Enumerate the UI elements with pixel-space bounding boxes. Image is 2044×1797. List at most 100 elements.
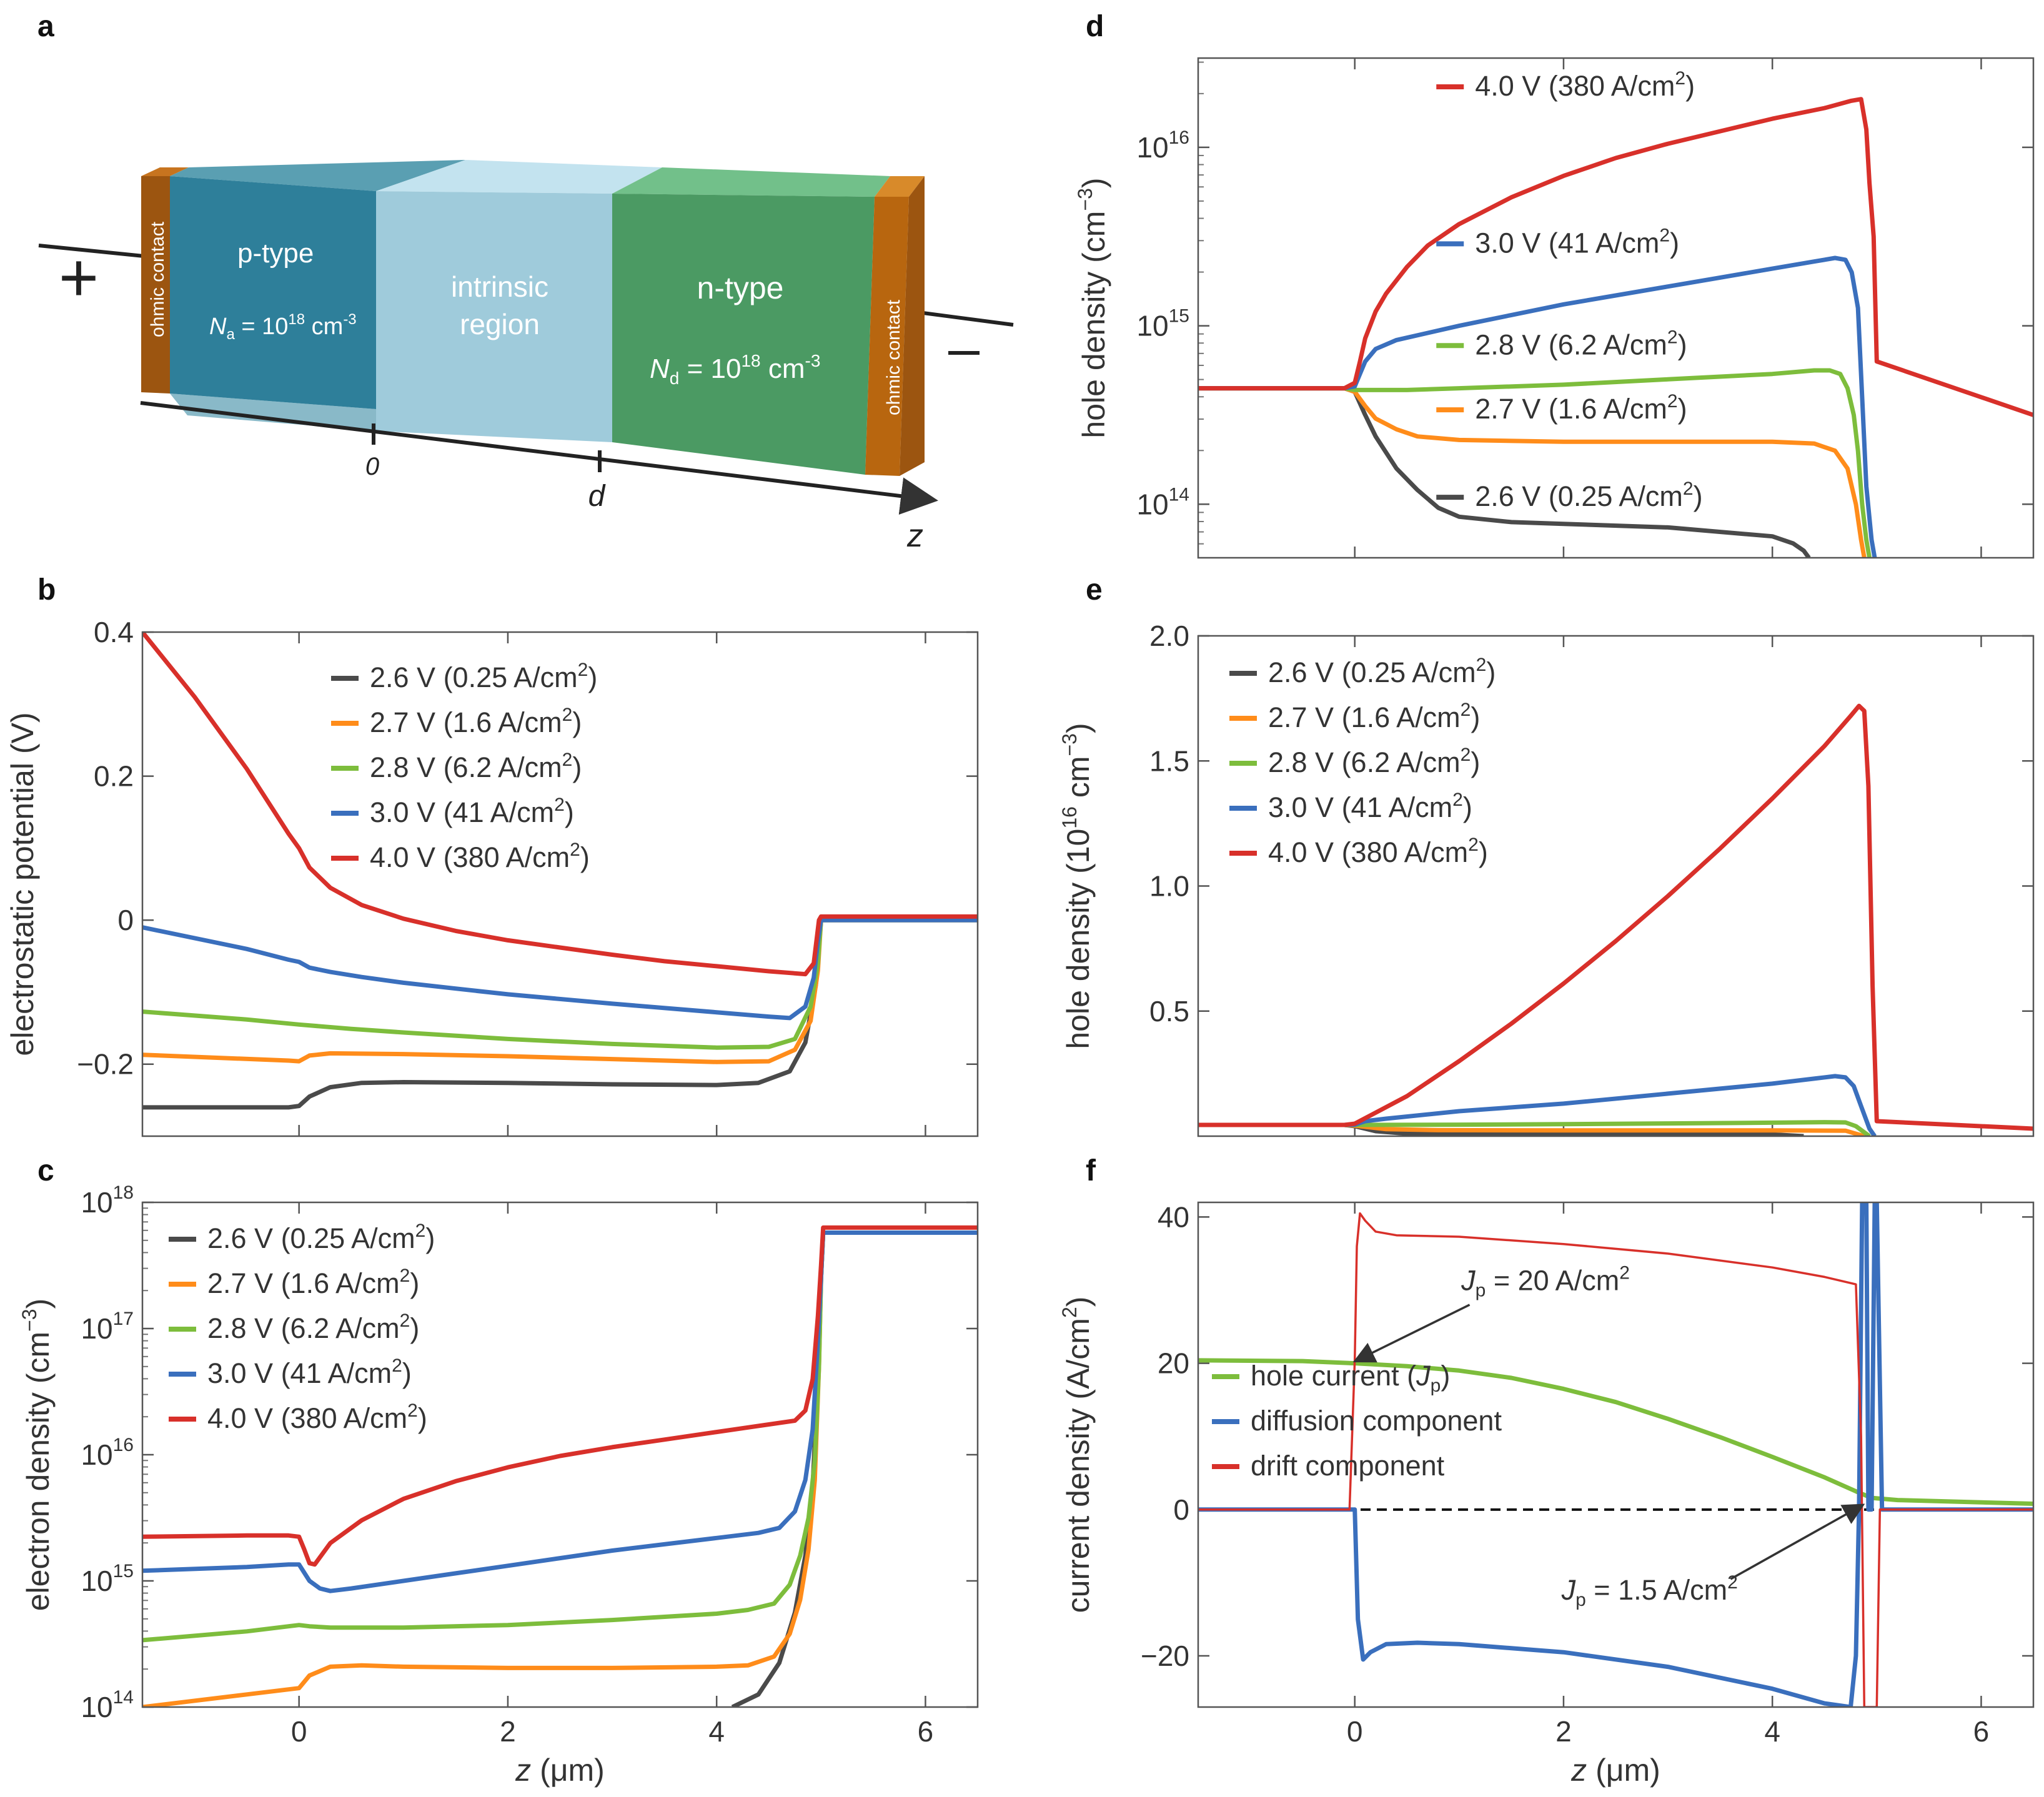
y-axis-label: hole density (cm−3): [1074, 177, 1111, 438]
legend-label-v28: 2.8 V (6.2 A/cm2): [207, 1310, 419, 1344]
y-tick-label: 0.4: [94, 616, 134, 648]
y-tick-label: 1018: [81, 1182, 134, 1219]
left-contact-top: [141, 167, 189, 176]
z-axis-arrow: [140, 401, 938, 515]
left-contact-label: ohmic contact: [147, 221, 168, 337]
legend-label-v28: 2.8 V (6.2 A/cm2): [370, 750, 582, 783]
p-region-top: [170, 160, 465, 191]
x-tick-label: 4: [1764, 1715, 1780, 1748]
n-doping-label: Nd = 1018 cm-3: [650, 351, 820, 388]
panel-f-current-density-chart: f −20 0 20 40 0 2 4 6 current density (A/cm2) z (μ…: [1058, 1154, 2035, 1788]
legend-label-v27: 2.7 V (1.6 A/cm2): [207, 1265, 419, 1299]
n-region-front: [612, 194, 875, 475]
right-contact-top: [875, 176, 925, 197]
y-tick-label: 1014: [1136, 484, 1189, 520]
series-line-v28: [1198, 368, 1872, 558]
legend-label-v30: 3.0 V (41 A/cm2): [370, 795, 574, 828]
series-line-v26: [1198, 386, 1811, 558]
y-tick-label: 0.2: [94, 760, 134, 793]
right-contact-side: [900, 176, 925, 476]
series-line-v30: [142, 918, 978, 1021]
p-doping-label: Na = 1018 cm-3: [209, 311, 357, 343]
plot-frame: [1197, 635, 2035, 1137]
i-region-front: [376, 191, 612, 442]
legend-label-v30: 3.0 V (41 A/cm2): [1268, 790, 1472, 823]
series-line-v40: [1198, 97, 2033, 417]
i-region-top: [376, 160, 662, 194]
z-tick-d-label: d: [588, 480, 606, 513]
annotation-arrow-1: [1352, 1304, 1471, 1363]
y-tick-label: −0.2: [77, 1048, 134, 1081]
panel-label-a: a: [37, 10, 54, 43]
y-tick-label: 1017: [81, 1309, 134, 1345]
intrinsic-label-2: region: [460, 308, 540, 340]
annotation-text-2: Jp = 1.5 A/cm2: [1561, 1572, 1738, 1610]
y-tick-label: 0: [1173, 1493, 1189, 1526]
inline-label-v28: 2.8 V (6.2 A/cm2): [1475, 327, 1687, 360]
series-line-v27: [1198, 386, 1867, 558]
intrinsic-label-1: intrinsic: [451, 270, 548, 303]
annotation-text-1: Jp = 20 A/cm2: [1461, 1263, 1630, 1301]
n-region-top: [612, 167, 890, 197]
series-line-v28: [142, 918, 978, 1050]
panel-d-hole-density-log-chart: d 1014 1015 1016 hole density (cm−3) 4.0 V (3…: [1074, 10, 2035, 559]
y-tick-label: 2.0: [1149, 620, 1189, 652]
y-tick-label: 1016: [1136, 127, 1189, 164]
x-axis-label: z (μm): [1570, 1753, 1660, 1788]
n-type-label: n-type: [697, 270, 784, 305]
plot-frame: [141, 631, 979, 1137]
panel-label-c: c: [37, 1154, 54, 1187]
series-line-v40: [142, 632, 978, 977]
left-wire: [38, 244, 144, 258]
series-line-diffusion: [1198, 1202, 2033, 1707]
x-axis-label: z (μm): [515, 1753, 605, 1788]
y-tick-label: 1.0: [1149, 870, 1189, 903]
legend-label-v40: 4.0 V (380 A/cm2): [370, 839, 590, 873]
series-line-v30: [1198, 1074, 1877, 1136]
series-line-drift: [1198, 1212, 2033, 1707]
legend-label-v26: 2.6 V (0.25 A/cm2): [370, 660, 597, 693]
legend-label-v40: 4.0 V (380 A/cm2): [1268, 834, 1488, 868]
x-tick-label: 6: [918, 1715, 934, 1748]
plot-frame: [141, 1201, 979, 1708]
inline-label-v27: 2.7 V (1.6 A/cm2): [1475, 391, 1687, 425]
plus-sign: +: [59, 239, 99, 316]
panel-a-device: a + – ohmic contact ohmic contact p-type…: [37, 10, 1014, 554]
y-axis-label: electrostatic potential (V): [5, 712, 40, 1056]
legend-label-v28: 2.8 V (6.2 A/cm2): [1268, 745, 1480, 778]
p-region-front: [170, 176, 376, 409]
y-tick-label: 1016: [81, 1435, 134, 1471]
legend-label-v40: 4.0 V (380 A/cm2): [207, 1400, 427, 1434]
plot-frame: [1197, 57, 2035, 559]
right-contact-label: ohmic contact: [883, 299, 904, 415]
series-line-v30: [1198, 255, 1877, 558]
z-tick-0-label: 0: [365, 453, 379, 480]
y-axis-label: current density (A/cm2): [1058, 1297, 1096, 1613]
series-line-v40: [142, 1225, 978, 1567]
legend-label-v27: 2.7 V (1.6 A/cm2): [370, 705, 582, 738]
minus-sign: –: [948, 317, 980, 380]
x-tick-label: 2: [500, 1715, 516, 1748]
plot-frame: [1197, 1201, 2035, 1708]
series-line-v28: [142, 1230, 978, 1643]
y-tick-label: 1.5: [1149, 745, 1189, 777]
panel-label-e: e: [1086, 573, 1103, 606]
series-line-v30: [142, 1230, 978, 1593]
legend-label-v26: 2.6 V (0.25 A/cm2): [207, 1220, 435, 1254]
y-axis-label: hole density (1016 cm−3): [1058, 723, 1096, 1049]
panel-label-d: d: [1086, 10, 1104, 43]
x-tick-label: 0: [291, 1715, 307, 1748]
left-contact-face: [141, 176, 170, 394]
panel-label-b: b: [37, 573, 56, 606]
series-line-v26: [731, 1230, 978, 1707]
right-wire: [918, 310, 1014, 327]
panel-label-f: f: [1086, 1154, 1096, 1187]
inline-label-v30: 3.0 V (41 A/cm2): [1475, 225, 1679, 259]
panel-b-potential-chart: b −0.2 0 0.2 0.4 electrostatic potential (V) 2…: [5, 573, 979, 1137]
series-line-v40: [1198, 703, 2033, 1131]
legend-label-diffusion: diffusion component: [1251, 1405, 1502, 1437]
y-tick-label: −20: [1141, 1640, 1189, 1672]
p-region-bottom: [170, 394, 376, 431]
x-tick-label: 0: [1347, 1715, 1363, 1748]
